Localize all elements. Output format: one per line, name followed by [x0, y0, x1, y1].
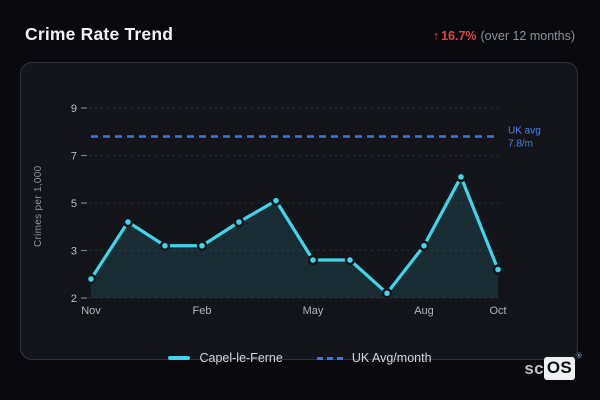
y-axis-label: Crimes per 1,000: [33, 165, 44, 247]
data-point-marker[interactable]: [344, 254, 356, 266]
x-tick-label: May: [303, 305, 324, 317]
x-tick-label: Feb: [193, 305, 212, 317]
y-tick-label: 9: [71, 103, 77, 115]
logo-text-os: OS: [546, 358, 572, 377]
data-point-marker[interactable]: [196, 240, 208, 251]
registered-mark: ®: [576, 353, 582, 360]
series-area-fill: [91, 176, 498, 298]
legend-label: UK Avg/month: [351, 351, 432, 365]
logo-text-sc: sc: [524, 358, 544, 378]
data-point-marker[interactable]: [492, 264, 504, 275]
legend-label: Capel-le-Ferne: [199, 351, 283, 365]
y-tick-label: 3: [71, 246, 77, 258]
logo-box-os: OS ®: [543, 353, 582, 380]
dashed-line-swatch-icon: [316, 356, 343, 360]
data-point-marker[interactable]: [122, 216, 134, 228]
data-point-marker[interactable]: [85, 273, 97, 285]
data-point-marker[interactable]: [307, 254, 319, 266]
data-point-marker[interactable]: [455, 171, 467, 183]
chart-legend: Capel-le-Ferne UK Avg/month: [0, 351, 600, 365]
data-point-marker[interactable]: [270, 195, 282, 206]
page-title: Crime Rate Trend: [25, 24, 174, 44]
trend-value: 16.7%: [441, 29, 477, 43]
trend-up-icon: ↑: [432, 29, 440, 43]
x-tick-label: Aug: [414, 305, 434, 317]
card-header: Crime Rate Trend ↑ 16.7% (over 12 months): [25, 24, 575, 45]
legend-item-uk-avg[interactable]: UK Avg/month: [316, 351, 432, 365]
trend-note: (over 12 months): [480, 29, 575, 43]
data-point-marker[interactable]: [418, 240, 430, 251]
y-tick-label: 5: [71, 198, 77, 210]
scos-logo: sc OS ®: [524, 353, 582, 380]
solid-line-swatch-icon: [168, 356, 191, 360]
x-tick-label: Nov: [81, 305, 101, 317]
data-point-marker[interactable]: [159, 240, 171, 251]
y-tick-label: 7: [71, 151, 77, 163]
chart-card: 2 3 5 7 9 Nov Feb May Aug Oct UK avg 7.8/m Crimes p…: [20, 62, 578, 360]
data-point-marker[interactable]: [381, 288, 393, 299]
x-tick-label: Oct: [489, 305, 506, 317]
series-line: [89, 175, 500, 295]
data-point-marker[interactable]: [233, 216, 245, 228]
legend-item-capel-le-ferne[interactable]: Capel-le-Ferne: [168, 351, 283, 365]
y-tick-label: 2: [71, 293, 77, 305]
uk-avg-annotation-line2: 7.8/m: [508, 139, 533, 150]
trend-indicator: ↑ 16.7% (over 12 months): [433, 29, 575, 43]
uk-avg-annotation-line1: UK avg: [508, 126, 541, 137]
crime-trend-chart: 2 3 5 7 9 Nov Feb May Aug Oct UK avg 7.8/m: [71, 103, 541, 317]
